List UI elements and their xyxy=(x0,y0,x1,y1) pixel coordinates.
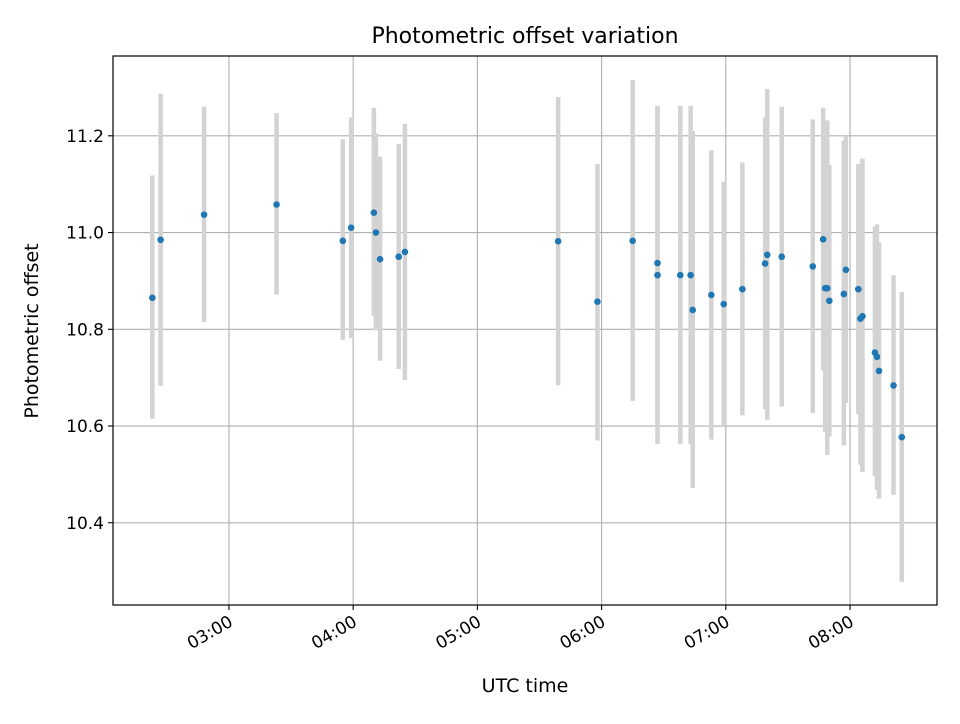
data-point xyxy=(859,312,866,320)
data-markers xyxy=(149,201,906,441)
data-point xyxy=(842,266,850,274)
data-point xyxy=(708,291,715,299)
y-tick-label: 10.6 xyxy=(66,417,104,437)
data-point xyxy=(855,285,862,293)
data-point xyxy=(823,284,831,292)
data-point xyxy=(890,382,897,389)
data-point xyxy=(687,271,694,279)
data-point xyxy=(676,271,684,279)
data-point xyxy=(654,259,661,267)
data-point xyxy=(763,251,771,259)
data-point xyxy=(629,237,636,245)
data-point xyxy=(273,201,280,208)
data-point xyxy=(401,248,409,256)
data-point xyxy=(720,300,728,308)
data-point xyxy=(826,297,833,305)
data-point xyxy=(873,353,881,361)
data-point xyxy=(370,209,378,217)
data-point xyxy=(372,229,380,236)
data-point xyxy=(739,285,746,293)
data-point xyxy=(554,237,562,245)
data-point xyxy=(339,237,347,245)
data-point xyxy=(809,263,817,270)
data-point xyxy=(594,298,601,306)
data-point xyxy=(875,367,883,375)
data-point xyxy=(654,271,661,279)
data-point xyxy=(761,260,769,267)
data-point xyxy=(149,294,156,302)
y-tick-label: 10.8 xyxy=(66,320,104,340)
y-axis: 10.4 10.6 10.8 11.0 11.2 xyxy=(66,127,113,534)
data-point xyxy=(395,253,403,261)
y-tick-label: 11.2 xyxy=(66,127,104,147)
data-point xyxy=(778,253,786,261)
x-axis-label: UTC time xyxy=(482,675,569,697)
data-point xyxy=(898,433,906,441)
data-point xyxy=(157,236,164,244)
data-point xyxy=(819,236,827,243)
data-point xyxy=(689,306,696,314)
y-tick-label: 11.0 xyxy=(66,224,104,244)
data-point xyxy=(200,211,208,218)
data-point xyxy=(347,224,355,232)
plot-frame xyxy=(112,55,938,606)
data-point xyxy=(840,290,848,298)
y-tick-label: 10.4 xyxy=(66,514,104,534)
data-point xyxy=(376,255,384,263)
y-axis-label: Photometric offset xyxy=(21,243,43,418)
chart-title: Photometric offset variation xyxy=(371,24,678,49)
